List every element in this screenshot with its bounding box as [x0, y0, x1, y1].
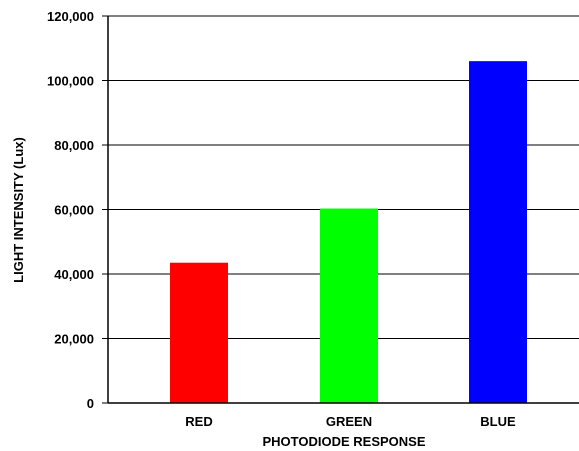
bar-green [320, 208, 378, 403]
bars [170, 61, 527, 404]
bar-red [170, 262, 228, 403]
y-tick-label: 80,000 [54, 138, 94, 153]
y-tick-labels: 0 20,000 40,000 60,000 80,000 100,000 120,000 [47, 9, 94, 411]
x-tick-label: BLUE [480, 414, 516, 429]
y-tick-label: 60,000 [54, 203, 94, 218]
bar-blue [469, 61, 527, 404]
axes [102, 15, 579, 404]
y-tick-label: 0 [87, 396, 94, 411]
x-tick-labels: RED GREEN BLUE [185, 414, 516, 429]
y-axis-title: LIGHT INTENSITY (Lux) [11, 137, 26, 283]
y-tick-label: 20,000 [54, 332, 94, 347]
x-tick-label: RED [185, 414, 212, 429]
y-tick-label: 40,000 [54, 267, 94, 282]
y-tick-label: 100,000 [47, 74, 94, 89]
x-tick-label: GREEN [326, 414, 372, 429]
y-tick-label: 120,000 [47, 9, 94, 24]
x-axis-title: PHOTODIODE RESPONSE [262, 434, 425, 449]
